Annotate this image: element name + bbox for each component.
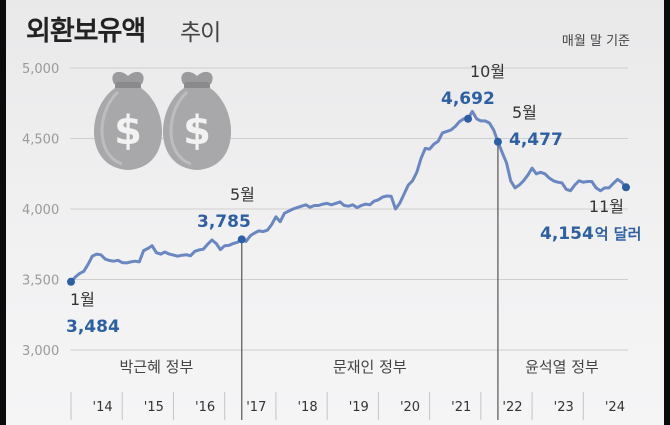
data-point-marker xyxy=(67,277,75,286)
chart-title: 외환보유액 xyxy=(26,16,146,47)
year-label: '18 xyxy=(297,400,317,415)
year-label: '14 xyxy=(93,400,113,415)
year-label: '16 xyxy=(195,400,215,415)
y-tick-label: 4,500 xyxy=(22,133,59,148)
annotation-month: 5월 xyxy=(512,103,537,122)
annotation-value: 3,484 xyxy=(66,317,120,337)
year-label: '21 xyxy=(451,400,471,415)
annotation-month: 11월 xyxy=(589,197,624,216)
basis-note: 매월 말 기준 xyxy=(561,34,630,49)
svg-text:$: $ xyxy=(114,108,142,154)
y-tick-label: 4,000 xyxy=(22,203,59,218)
svg-text:$: $ xyxy=(183,108,211,154)
era-label: 윤석열 정부 xyxy=(525,358,599,376)
money-bag-dollar-icon: $ xyxy=(93,71,163,170)
year-label: '24 xyxy=(605,400,625,415)
left-border xyxy=(0,0,6,425)
year-label: '20 xyxy=(400,400,420,415)
right-border xyxy=(664,0,670,425)
annotation-month: 1월 xyxy=(70,290,95,309)
data-point-marker xyxy=(464,114,473,123)
series-line xyxy=(69,109,628,284)
year-label: '23 xyxy=(554,400,574,415)
chart-subtitle: 추이 xyxy=(180,20,221,46)
y-tick-label: 3,000 xyxy=(22,344,59,359)
era-label: 박근혜 정부 xyxy=(119,358,193,376)
data-point-marker xyxy=(493,137,502,146)
y-tick-label: 3,500 xyxy=(22,274,59,289)
annotation-value: 4,477 xyxy=(509,130,563,150)
y-tick-label: 5,000 xyxy=(22,62,59,77)
year-label: '17 xyxy=(246,400,266,415)
annotation-month: 5월 xyxy=(230,185,255,204)
data-point-marker xyxy=(622,183,630,192)
year-label: '22 xyxy=(502,400,522,415)
annotation-value: 3,785 xyxy=(197,212,251,232)
year-label: '15 xyxy=(144,400,164,415)
era-label: 문재인 정부 xyxy=(333,358,407,376)
data-point-marker xyxy=(237,235,246,244)
year-label: '19 xyxy=(349,400,369,415)
annotation-value: 4,154억 달러 xyxy=(540,224,641,244)
annotation-unit: 억 달러 xyxy=(595,225,642,243)
annotation-value: 4,692 xyxy=(441,89,495,109)
annotation-month: 10월 xyxy=(470,62,505,81)
money-bag-dollar-icon: $ xyxy=(162,71,232,170)
